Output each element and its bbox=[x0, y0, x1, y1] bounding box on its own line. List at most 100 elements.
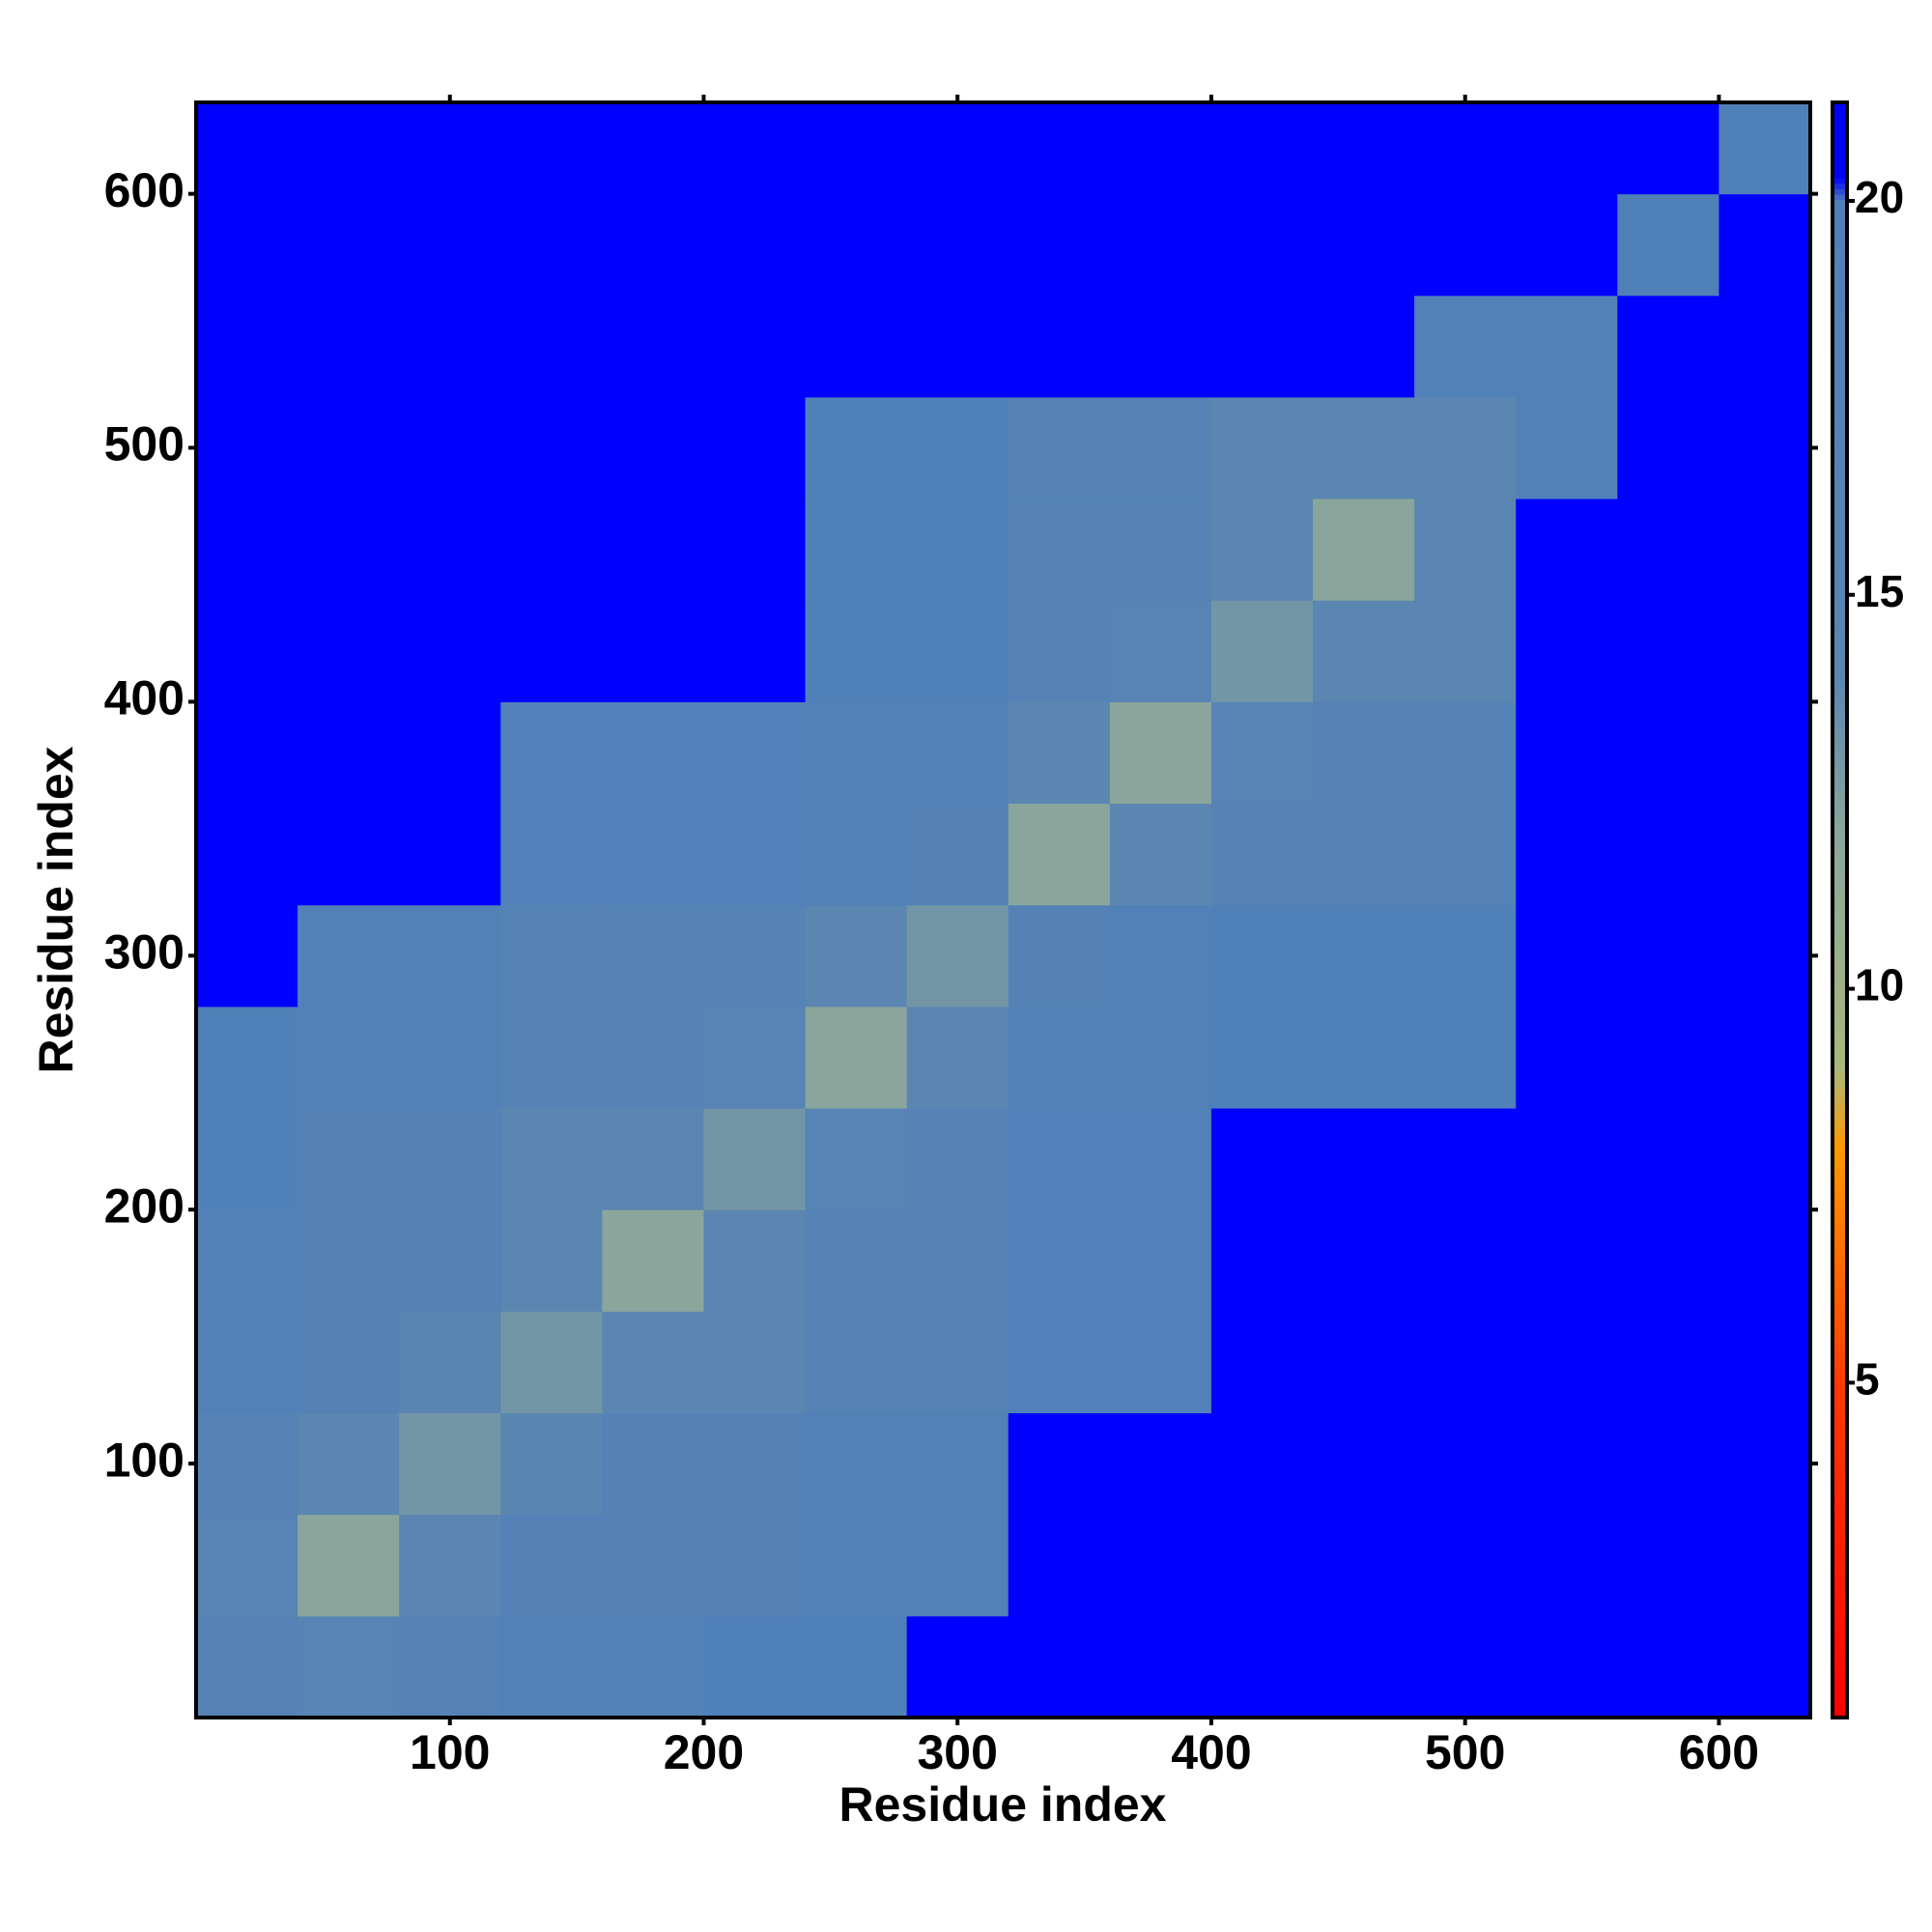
colorbar-segment bbox=[1833, 107, 1847, 114]
heatmap-cell bbox=[1313, 803, 1415, 906]
colorbar-segment bbox=[1833, 1157, 1847, 1164]
colorbar-segment bbox=[1833, 871, 1847, 879]
heatmap-cell bbox=[703, 295, 807, 398]
colorbar-segment bbox=[1833, 689, 1847, 696]
heatmap-cell bbox=[805, 1514, 908, 1617]
heatmap-cell bbox=[399, 193, 501, 297]
colorbar-segment bbox=[1833, 1082, 1847, 1089]
colorbar-segment bbox=[1833, 1168, 1847, 1175]
colorbar-segment bbox=[1833, 640, 1847, 647]
colorbar-segment bbox=[1833, 1378, 1847, 1385]
colorbar-segment bbox=[1833, 1141, 1847, 1148]
heatmap-cell bbox=[1008, 498, 1111, 601]
heatmap-cell bbox=[500, 1615, 603, 1719]
heatmap-cell bbox=[1210, 498, 1314, 601]
heatmap-cell bbox=[1313, 396, 1415, 499]
heatmap-cell bbox=[1109, 1209, 1212, 1312]
colorbar-segment bbox=[1833, 1260, 1847, 1266]
colorbar-segment bbox=[1833, 522, 1847, 528]
heatmap-cell bbox=[1516, 904, 1618, 1008]
colorbar-segment bbox=[1833, 582, 1847, 588]
heatmap-cell bbox=[602, 600, 704, 702]
colorbar-segment bbox=[1833, 861, 1847, 868]
heatmap-cell bbox=[1617, 1108, 1719, 1210]
heatmap-cell bbox=[1109, 1311, 1212, 1414]
colorbar-segment bbox=[1833, 1415, 1847, 1423]
colorbar-segment bbox=[1833, 134, 1847, 141]
heatmap-cell bbox=[1313, 1412, 1415, 1516]
colorbar-segment bbox=[1833, 1647, 1847, 1654]
colorbar-segment bbox=[1833, 748, 1847, 754]
heatmap-cell bbox=[602, 1514, 704, 1617]
heatmap-cell bbox=[602, 295, 704, 398]
colorbar-segment bbox=[1833, 936, 1847, 944]
heatmap-cell bbox=[1516, 600, 1618, 702]
heatmap-cell bbox=[1516, 1108, 1618, 1210]
colorbar-segment bbox=[1833, 269, 1847, 275]
heatmap-cell bbox=[602, 1108, 704, 1210]
heatmap-cell bbox=[298, 1514, 400, 1617]
x-tick-label: 200 bbox=[664, 1725, 744, 1779]
heatmap-cell bbox=[196, 193, 298, 297]
heatmap-cell bbox=[1008, 1514, 1111, 1617]
heatmap-cell bbox=[196, 498, 298, 601]
y-tick-label: 300 bbox=[104, 925, 185, 980]
heatmap-cell bbox=[1008, 1412, 1111, 1516]
heatmap-cell bbox=[1516, 1412, 1618, 1516]
heatmap-cell bbox=[1617, 1311, 1719, 1414]
colorbar-segment bbox=[1833, 845, 1847, 852]
colorbar-segment bbox=[1833, 1023, 1847, 1030]
colorbar-segment bbox=[1833, 683, 1847, 691]
heatmap-cell bbox=[906, 600, 1009, 702]
heatmap-cell bbox=[805, 1412, 908, 1516]
x-tick-label: 300 bbox=[917, 1725, 997, 1779]
heatmap-cell bbox=[1414, 701, 1517, 805]
colorbar-segment bbox=[1833, 1324, 1847, 1331]
colorbar-segment bbox=[1833, 1690, 1847, 1697]
heatmap-cell bbox=[1210, 600, 1314, 702]
colorbar-segment bbox=[1833, 479, 1847, 486]
colorbar-segment bbox=[1833, 419, 1847, 426]
heatmap-cell bbox=[602, 1412, 704, 1516]
colorbar-segment bbox=[1833, 898, 1847, 906]
colorbar-segment bbox=[1833, 834, 1847, 841]
colorbar-segment bbox=[1833, 710, 1847, 717]
heatmap-cell bbox=[500, 295, 603, 398]
y-tick-label: 100 bbox=[104, 1433, 185, 1487]
colorbar-segment bbox=[1833, 850, 1847, 857]
colorbar-segment bbox=[1833, 113, 1847, 120]
heatmap-cell bbox=[1414, 498, 1517, 601]
colorbar-segment bbox=[1833, 1448, 1847, 1455]
heatmap-cell bbox=[196, 1108, 298, 1210]
colorbar-segment bbox=[1833, 1275, 1847, 1283]
colorbar-segment bbox=[1833, 888, 1847, 895]
colorbar-segment bbox=[1833, 301, 1847, 308]
colorbar-segment bbox=[1833, 678, 1847, 685]
heatmap-cell bbox=[399, 1209, 501, 1312]
colorbar-segment bbox=[1833, 948, 1847, 954]
heatmap-cell bbox=[1516, 1514, 1618, 1617]
heatmap-cell bbox=[196, 1615, 298, 1719]
heatmap-cell bbox=[1719, 1615, 1811, 1719]
heatmap-cell bbox=[1516, 1311, 1618, 1414]
colorbar-segment bbox=[1833, 877, 1847, 884]
colorbar-segment bbox=[1833, 215, 1847, 222]
heatmap-cell bbox=[602, 102, 704, 195]
heatmap-cell bbox=[500, 1412, 603, 1516]
colorbar-segment bbox=[1833, 1049, 1847, 1057]
colorbar-segment bbox=[1833, 1701, 1847, 1708]
colorbar-segment bbox=[1833, 1486, 1847, 1492]
heatmap-cell bbox=[1313, 1514, 1415, 1617]
colorbar-segment bbox=[1833, 258, 1847, 265]
heatmap-cell bbox=[500, 1006, 603, 1109]
colorbar-segment bbox=[1833, 387, 1847, 394]
colorbar-segment bbox=[1833, 657, 1847, 664]
heatmap-cell bbox=[1516, 1006, 1618, 1109]
colorbar-segment bbox=[1833, 1502, 1847, 1509]
colorbar-segment bbox=[1833, 166, 1847, 174]
heatmap-cell bbox=[1109, 803, 1212, 906]
colorbar-segment bbox=[1833, 753, 1847, 760]
heatmap-cell bbox=[500, 904, 603, 1008]
colorbar-segment bbox=[1833, 592, 1847, 599]
